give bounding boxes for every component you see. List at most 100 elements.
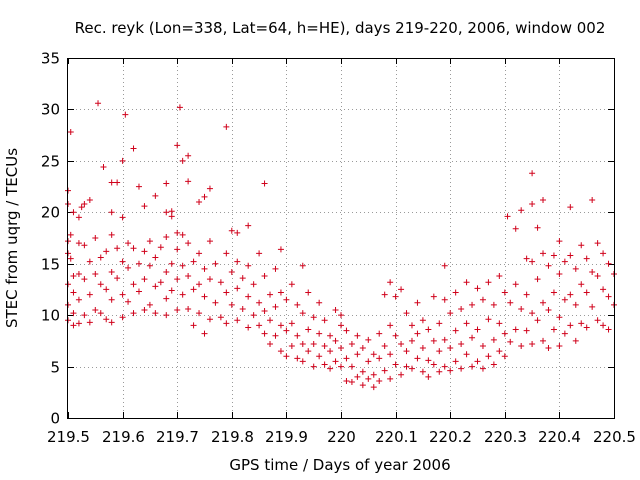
- data-point: [479, 365, 486, 372]
- data-point: [567, 252, 574, 259]
- data-point: [392, 332, 399, 339]
- data-point: [81, 312, 88, 319]
- data-point: [299, 358, 306, 365]
- data-point: [256, 250, 263, 257]
- data-point: [359, 382, 366, 389]
- data-point: [561, 330, 568, 337]
- data-point: [196, 250, 203, 257]
- data-point: [583, 255, 590, 262]
- data-point: [376, 377, 383, 384]
- data-point: [119, 291, 126, 298]
- data-point: [97, 254, 104, 261]
- data-point: [436, 320, 443, 327]
- data-point: [556, 238, 563, 245]
- data-point: [343, 327, 350, 334]
- data-point: [168, 213, 175, 220]
- data-point: [550, 289, 557, 296]
- data-point: [163, 312, 170, 319]
- data-point: [441, 363, 448, 370]
- data-point: [277, 289, 284, 296]
- data-point: [234, 317, 241, 324]
- data-point: [92, 271, 99, 277]
- data-point: [67, 231, 74, 238]
- data-point: [163, 180, 170, 187]
- data-point: [130, 310, 137, 317]
- data-point: [332, 307, 339, 313]
- y-tick-label: 0: [50, 410, 60, 428]
- data-point: [534, 317, 541, 324]
- data-point: [70, 289, 77, 296]
- data-point: [190, 322, 197, 329]
- data-point: [250, 312, 257, 319]
- data-point: [589, 268, 596, 275]
- data-point: [190, 258, 197, 265]
- data-point: [327, 365, 334, 372]
- data-point: [365, 358, 372, 365]
- data-point: [261, 180, 268, 187]
- data-point: [447, 310, 454, 317]
- data-point: [338, 322, 344, 329]
- data-point: [179, 291, 186, 298]
- data-point: [130, 281, 137, 288]
- y-tick-label: 5: [50, 359, 60, 377]
- data-point: [561, 258, 568, 265]
- data-point: [463, 351, 470, 358]
- data-point: [283, 296, 290, 303]
- data-point: [518, 343, 525, 349]
- data-point: [469, 363, 476, 370]
- data-point: [419, 345, 426, 352]
- data-point: [540, 250, 547, 257]
- y-axis-label: STEC from uqrg / TECUs: [3, 148, 21, 328]
- data-point: [381, 291, 388, 298]
- data-point: [556, 343, 563, 349]
- data-point: [114, 275, 121, 282]
- data-point: [75, 214, 82, 221]
- data-point: [75, 240, 82, 247]
- data-point: [387, 279, 394, 286]
- data-point: [223, 123, 230, 130]
- data-point: [359, 368, 366, 375]
- data-point: [458, 305, 465, 312]
- data-point: [174, 229, 181, 236]
- chart-title: Rec. reyk (Lon=338, Lat=64, h=HE), days …: [75, 19, 606, 37]
- data-point: [403, 310, 410, 317]
- data-point: [125, 264, 132, 271]
- data-point: [594, 317, 601, 324]
- data-point: [529, 340, 536, 347]
- data-point: [348, 340, 355, 347]
- data-point: [267, 340, 274, 347]
- data-point: [447, 367, 454, 374]
- data-point: [414, 299, 421, 306]
- data-point: [589, 196, 596, 203]
- data-point: [376, 330, 383, 337]
- data-point: [185, 152, 192, 159]
- data-point: [550, 326, 557, 333]
- data-point: [157, 279, 164, 286]
- data-point: [398, 371, 405, 378]
- data-point: [452, 358, 459, 365]
- data-point: [185, 178, 192, 185]
- data-point: [343, 355, 350, 362]
- data-point: [452, 289, 459, 296]
- data-point: [430, 337, 437, 344]
- data-point: [523, 327, 530, 334]
- data-point: [217, 279, 224, 286]
- data-point: [70, 209, 77, 216]
- data-point: [327, 348, 334, 355]
- data-point: [130, 245, 137, 252]
- data-point: [589, 303, 596, 310]
- data-point: [234, 258, 241, 265]
- data-point: [119, 214, 126, 221]
- data-point: [501, 353, 508, 360]
- data-point: [305, 348, 312, 355]
- data-point: [185, 240, 192, 247]
- data-point: [122, 111, 129, 118]
- data-point: [86, 291, 93, 298]
- data-point: [299, 310, 306, 317]
- data-point: [327, 332, 334, 339]
- data-point: [605, 260, 612, 267]
- data-point: [168, 287, 175, 294]
- data-point: [141, 276, 148, 283]
- data-point: [441, 296, 448, 303]
- x-tick-label: 220.5: [593, 428, 636, 446]
